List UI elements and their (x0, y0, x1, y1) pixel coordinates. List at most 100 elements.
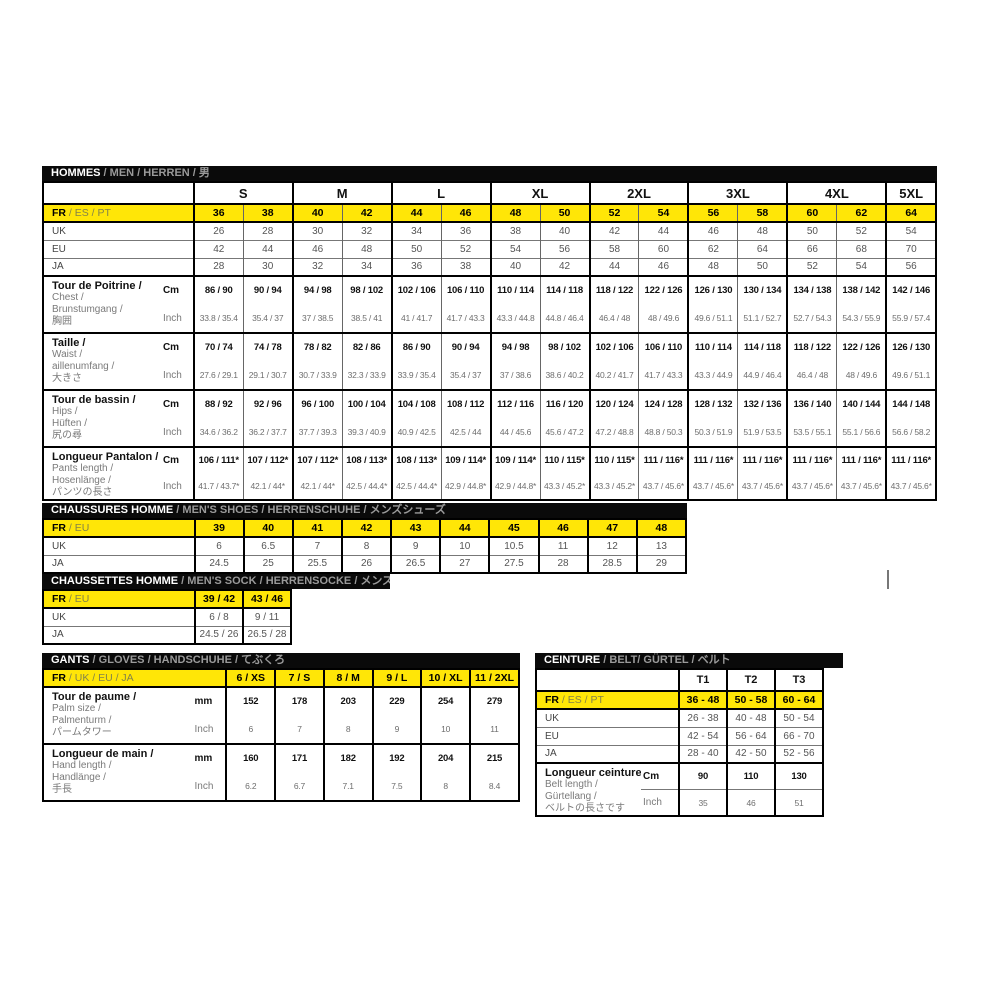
size-cell: 66 (786, 239, 837, 258)
size-cell: 6 (193, 536, 244, 555)
cm-value-cell: 118 / 122 (588, 275, 639, 304)
size-group-header: XL (489, 182, 590, 204)
cm-value-cell: 92 / 96 (242, 389, 293, 418)
size-cell: 52 (836, 221, 887, 240)
size-cell: 9 / 11 (242, 607, 291, 626)
region-label: EU (43, 239, 194, 258)
unit-mm: mm (192, 686, 227, 715)
size-cell: 50 - 54 (774, 708, 823, 727)
size-cell: 26.5 (390, 554, 441, 573)
measure-label-line: Handlänge / (52, 772, 106, 783)
size-cell: 56 (885, 257, 936, 276)
measure-label-line: Pants length / (52, 463, 114, 474)
size-cell: 56 (539, 239, 590, 258)
size-cell: 46 (638, 257, 689, 276)
size-cell: 42 - 54 (678, 726, 727, 745)
cm-value-cell: 106 / 111* (192, 446, 244, 474)
corner-cell (43, 182, 194, 204)
size-cell: 58 (588, 239, 639, 258)
mens-shoes-table: FR / EU 39 40 41 42 43 44 45 46 47 48 UK 6 6.5 7 8 9 10 10… (42, 518, 687, 574)
cm-value-cell: 132 / 136 (737, 389, 788, 418)
title-main: CHAUSSURES HOMME (51, 504, 174, 516)
inch-value-cell: 33.8 / 35.4 (192, 304, 244, 333)
inch-value-cell: 41 / 41.7 (390, 304, 442, 333)
belt-table: T1 T2 T3 FR / ES / PT 36 - 48 50 - 58 60 - 64 U… (535, 668, 824, 817)
title-main: GANTS (51, 654, 90, 666)
inch-value-cell: 53.5 / 55.1 (786, 418, 837, 447)
inch-value-cell: 56.6 / 58.2 (885, 418, 936, 447)
inch-value-cell: 42.5 / 44 (440, 418, 491, 447)
size-group-header: L (390, 182, 491, 204)
measure-label-line: パンツの長さ (52, 487, 113, 498)
measure-label-line: 尻の尋 (52, 430, 82, 441)
cm-value-cell: 106 / 110 (440, 275, 491, 304)
cm-value-cell: 74 / 78 (242, 332, 293, 361)
cm-value-cell: 110 / 115* (588, 446, 639, 474)
region-label-secondary: / EU (66, 522, 90, 534)
title-main: HOMMES (51, 167, 101, 179)
belt-size-header: T1 (678, 669, 727, 691)
size-cell: 10.5 (488, 536, 539, 555)
inch-value-cell: 44.9 / 46.4 (737, 361, 788, 390)
cm-value-cell: 111 / 116* (687, 446, 738, 474)
inch-value-cell: 44.8 / 46.4 (539, 304, 590, 333)
inch-value-cell: 42.9 / 44.8* (489, 473, 541, 500)
inch-value-cell: 54.3 / 55.9 (836, 304, 887, 333)
cm-value-cell: 96 / 100 (291, 389, 343, 418)
gloves-section-title: GANTS / GLOVES / HANDSCHUHE / てぶくろ (42, 653, 520, 668)
socks-section-title: CHAUSSETTES HOMME / MEN'S SOCK / HERRENS… (42, 574, 390, 589)
measure-label-line: Brunstumgang / (52, 304, 123, 315)
size-cell: 52 (440, 239, 491, 258)
fr-size-cell: 54 (638, 203, 689, 223)
inch-value-cell: 50.3 / 51.9 (687, 418, 738, 447)
size-cell: 40 - 48 (726, 708, 775, 727)
cm-value-cell: 90 (678, 762, 727, 790)
inch-value-cell: 35.4 / 37 (242, 304, 293, 333)
shoes-section-title: CHAUSSURES HOMME / MEN'S SHOES / HERRENS… (42, 503, 687, 518)
region-label: FR / EU (43, 518, 195, 538)
cm-value-cell: 110 / 114 (687, 332, 738, 361)
cm-value-cell: 98 / 102 (539, 332, 590, 361)
size-cell: 36 (440, 221, 491, 240)
fr-size-cell: 36 - 48 (678, 690, 727, 710)
region-label-secondary: / EU (66, 593, 90, 605)
unit-inch: Inch (162, 480, 182, 492)
glove-size-cell: 11 / 2XL (469, 668, 519, 688)
measure-label-line: Hüften / (52, 418, 88, 429)
glove-size-cell: 10 / XL (420, 668, 471, 688)
size-cell: 24.5 (193, 554, 244, 573)
size-cell: 48 (737, 221, 788, 240)
region-label: JA (43, 257, 194, 276)
belt-size-header: T3 (774, 669, 823, 691)
fr-size-cell: 48 (489, 203, 541, 223)
region-label: UK (43, 221, 194, 240)
size-cell: 28 (242, 221, 293, 240)
size-cell: 6.5 (242, 536, 293, 555)
inch-value-cell: 30.7 / 33.9 (291, 361, 343, 390)
title-translations: / MEN'S SOCK / HERRENSOCKE / メンズソックス (181, 575, 390, 587)
size-cell: 28 (192, 257, 244, 276)
mm-value-cell: 160 (225, 743, 276, 772)
inch-value-cell: 29.1 / 30.7 (242, 361, 293, 390)
fr-size-cell: 43 (390, 518, 441, 538)
cm-value-cell: 130 (774, 762, 823, 790)
inch-value-cell: 9 (371, 715, 422, 744)
cm-value-cell: 94 / 98 (489, 332, 541, 361)
size-cell: 6 / 8 (194, 607, 243, 626)
inch-value-cell: 42.1 / 44* (242, 473, 293, 500)
unit-inch: Inch (162, 369, 182, 381)
title-translations: / GLOVES / HANDSCHUHE / てぶくろ (89, 654, 286, 666)
inch-value-cell: 6.2 (225, 772, 276, 801)
inch-value-cell: 7.1 (322, 772, 373, 801)
size-cell: 24.5 / 26 (194, 625, 243, 644)
glove-size-cell: 9 / L (371, 668, 422, 688)
size-cell: 40 (539, 221, 590, 240)
size-cell: 50 (786, 221, 837, 240)
cm-value-cell: 114 / 118 (737, 332, 788, 361)
fr-size-cell: 64 (885, 203, 936, 223)
inch-value-cell: 42.5 / 44.4* (390, 473, 442, 500)
unit-inch: Inch (194, 723, 214, 735)
size-cell: 46 (291, 239, 343, 258)
inch-value-cell: 43.7 / 45.6* (786, 473, 837, 500)
